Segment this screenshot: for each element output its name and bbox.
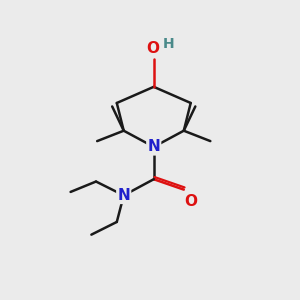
Text: O: O: [146, 40, 159, 56]
Text: N: N: [147, 140, 160, 154]
Text: O: O: [184, 194, 197, 209]
Text: H: H: [163, 37, 175, 51]
Text: N: N: [117, 188, 130, 203]
